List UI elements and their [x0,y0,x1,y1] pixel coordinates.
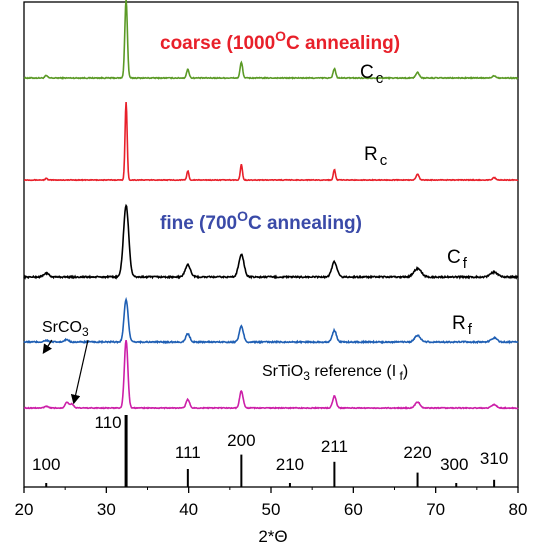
reference-label-300: 300 [440,455,468,474]
reference-label-110: 110 [95,413,122,432]
x-tick-label-70: 70 [426,500,445,519]
reference-label-200: 200 [227,431,255,450]
srco3-arrow-1 [42,339,53,354]
series-Rf-line [23,296,519,345]
series-Rc-line [23,102,519,182]
x-tick-label-40: 40 [179,500,198,519]
series-Cc-line [23,0,519,80]
series-If-line [23,340,519,410]
reference-peaks: 100 110 111 200 210 211 220 300 310 [32,413,508,487]
x-axis: 20 30 40 50 60 70 80 [15,487,528,519]
coarse-annotation: coarse (1000OC annealing) [160,28,400,54]
reference-label-211: 211 [321,437,348,456]
x-tick-label-20: 20 [15,500,34,519]
reference-label-210: 210 [276,455,304,474]
reference-label-310: 310 [480,449,508,468]
x-tick-label-80: 80 [509,500,528,519]
series-Cf-line [23,203,519,280]
reference-label: SrTiO3 reference (I f) [262,363,408,383]
fine-annotation: fine (700OC annealing) [160,208,362,234]
reference-label-220: 220 [403,443,431,462]
srco3-label: SrCO3 [42,319,89,339]
x-tick-label-60: 60 [344,500,363,519]
x-axis-title: 2*Θ [258,527,287,546]
x-tick-label-50: 50 [262,500,281,519]
srco3-arrow-2 [70,339,89,405]
reference-label-100: 100 [32,455,60,474]
reference-label-111: 111 [175,443,201,462]
x-tick-label-30: 30 [97,500,116,519]
